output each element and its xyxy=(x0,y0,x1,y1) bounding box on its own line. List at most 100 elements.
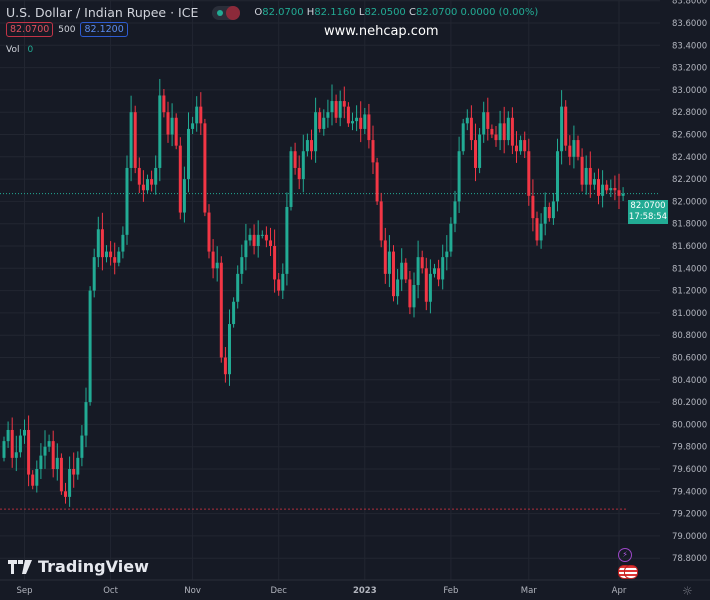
price-tick-label: 80.0000 xyxy=(672,420,707,430)
price-tick-label: 83.8000 xyxy=(672,0,707,7)
candle xyxy=(441,244,445,290)
price-tick-label: 79.4000 xyxy=(672,487,707,497)
us-economic-event-icon[interactable] xyxy=(618,565,638,579)
candle-body xyxy=(621,193,625,196)
candle-body xyxy=(338,101,342,118)
candle xyxy=(363,107,367,135)
candle xyxy=(146,174,149,194)
candle-body xyxy=(18,435,22,453)
candle-body xyxy=(39,455,43,469)
settings-gear-icon[interactable]: ☼ xyxy=(682,584,693,598)
candle-body xyxy=(293,151,297,168)
candle xyxy=(334,94,338,123)
candle xyxy=(424,257,428,311)
sell-button[interactable]: 82.0700 xyxy=(6,22,54,37)
candle-body xyxy=(191,123,195,129)
candle xyxy=(400,248,404,292)
lightning-event-icon[interactable]: ⚡ xyxy=(618,548,632,562)
candle-body xyxy=(170,117,174,135)
candle xyxy=(223,347,227,383)
candle-body xyxy=(297,167,301,180)
buy-button[interactable]: 82.1200 xyxy=(80,22,128,37)
candle xyxy=(68,456,72,507)
candle-body xyxy=(351,121,354,124)
candle xyxy=(84,387,88,448)
candle xyxy=(76,451,80,480)
candle xyxy=(404,258,408,284)
spread: 500 xyxy=(58,24,76,35)
candle-body xyxy=(84,402,88,436)
candle-body xyxy=(281,273,285,291)
price-tick-label: 80.2000 xyxy=(672,398,707,408)
price-tick-label: 81.4000 xyxy=(672,264,707,274)
candle-body xyxy=(100,229,104,258)
candle xyxy=(105,245,108,263)
candle xyxy=(539,213,543,249)
candle-body xyxy=(273,246,277,280)
candle-body xyxy=(437,268,441,280)
candle-body xyxy=(31,474,35,486)
candle-body xyxy=(232,301,236,325)
candle xyxy=(72,452,76,488)
candle-body xyxy=(428,273,432,302)
candle xyxy=(137,157,141,194)
candle xyxy=(277,272,281,296)
candles xyxy=(2,78,625,507)
candle xyxy=(39,443,43,479)
price-tick-label: 81.8000 xyxy=(672,220,707,230)
candle xyxy=(510,107,514,155)
candle xyxy=(64,482,67,504)
candle-body xyxy=(158,95,162,168)
time-tick-label: Apr xyxy=(612,586,627,596)
candle-body xyxy=(129,112,133,168)
candle xyxy=(18,429,22,458)
price-tick-label: 79.6000 xyxy=(672,465,707,475)
price-tick-label: 79.0000 xyxy=(672,532,707,542)
candle xyxy=(498,110,502,151)
symbol-title[interactable]: U.S. Dollar / Indian Rupee · ICE xyxy=(6,5,199,20)
candle-body xyxy=(6,429,10,442)
candle xyxy=(490,124,494,139)
candle-body xyxy=(416,257,420,286)
candle xyxy=(449,217,453,257)
candle-body xyxy=(55,457,59,469)
price-tick-label: 83.4000 xyxy=(672,41,707,51)
legend-header: U.S. Dollar / Indian Rupee · ICE O82.070… xyxy=(6,5,538,20)
candle-body xyxy=(445,251,449,258)
price-tick-label: 80.4000 xyxy=(672,376,707,386)
candle-body xyxy=(305,140,309,152)
candle xyxy=(597,168,600,205)
candle-body xyxy=(285,206,289,274)
candle xyxy=(23,419,26,444)
candle xyxy=(117,247,121,267)
candle xyxy=(416,240,420,299)
candle-body xyxy=(72,469,76,475)
market-status-toggle[interactable] xyxy=(212,5,241,20)
candle-body xyxy=(441,257,445,280)
candle xyxy=(31,470,35,490)
candle-body xyxy=(478,134,482,168)
candle xyxy=(396,268,400,305)
candle xyxy=(486,97,490,141)
time-tick-label: Feb xyxy=(443,586,458,596)
price-axis[interactable]: 83.8000 83.6000 83.4000 83.2000 83.0000 82.80… xyxy=(672,0,707,564)
candle-body xyxy=(568,145,572,157)
candle xyxy=(191,116,195,135)
candle-body xyxy=(375,162,379,202)
candle-body xyxy=(613,188,617,191)
candle-body xyxy=(367,114,371,141)
candle xyxy=(10,417,14,468)
candle-body xyxy=(363,114,367,129)
time-axis[interactable]: Sep Oct Nov Dec 2023 Feb Mar Apr xyxy=(16,586,626,596)
price-tick-label: 80.6000 xyxy=(672,354,707,364)
tradingview-logo[interactable]: TradingView xyxy=(8,557,149,576)
candle xyxy=(408,270,412,315)
candle-body xyxy=(236,273,240,302)
candle-body xyxy=(453,201,457,224)
candle xyxy=(150,170,154,192)
time-tick-label: Mar xyxy=(521,586,538,596)
candle-body xyxy=(264,234,268,241)
candle-body xyxy=(256,234,260,246)
candle xyxy=(568,135,572,166)
